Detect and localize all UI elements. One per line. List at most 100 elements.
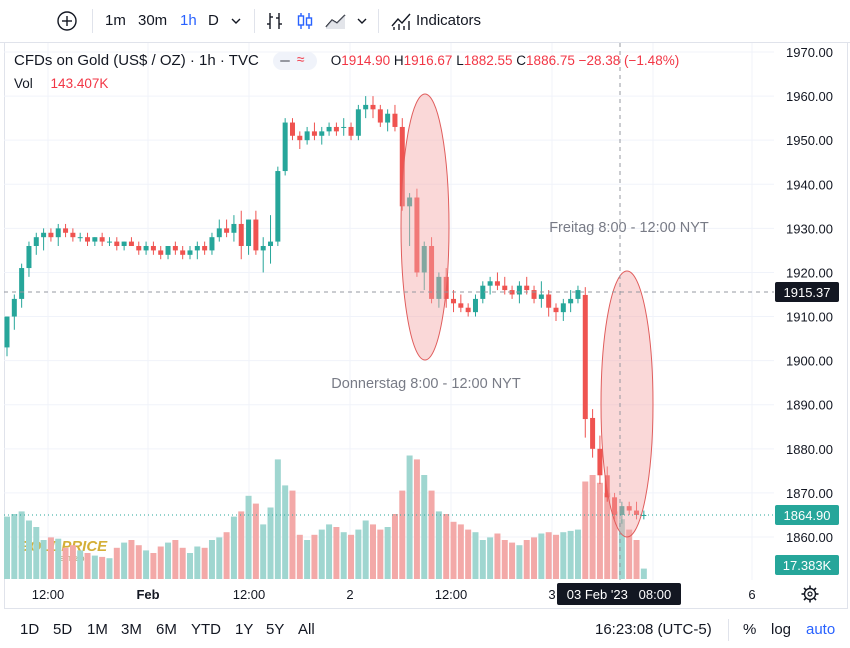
x-tick-label: 12:00 — [435, 587, 468, 602]
range-5d[interactable]: 5D — [53, 621, 73, 638]
range-all[interactable]: All — [298, 621, 315, 638]
volume-bar — [311, 534, 318, 579]
volume-bar — [252, 503, 259, 579]
interval-1h[interactable]: 1h — [180, 12, 197, 29]
volume-bar — [355, 529, 362, 579]
gear-icon[interactable] — [801, 585, 819, 603]
candle-body — [77, 237, 83, 239]
y-tick-label: 1890.00 — [786, 398, 833, 413]
volume-bar — [553, 534, 559, 579]
y-tick-label: 1960.00 — [786, 89, 833, 104]
candle-body — [604, 475, 610, 498]
volume-bar — [121, 542, 128, 579]
volume-bar — [633, 540, 640, 579]
x-tick-label: 12:00 — [32, 587, 65, 602]
chevron-down-icon[interactable] — [230, 15, 242, 27]
candle-body — [319, 131, 325, 136]
candle-body — [311, 131, 317, 136]
range-ytd[interactable]: YTD — [191, 621, 221, 638]
candle-body — [85, 237, 91, 242]
volume-bar — [128, 540, 135, 579]
candle-body — [55, 228, 61, 238]
interval-d[interactable]: D — [208, 12, 219, 29]
volume-bar — [362, 520, 369, 579]
range-1d[interactable]: 1D — [20, 621, 40, 638]
range-5y[interactable]: 5Y — [266, 621, 285, 638]
range-1y[interactable]: 1Y — [235, 621, 254, 638]
candle-body — [143, 246, 149, 251]
y-tick-label: 1870.00 — [786, 486, 833, 501]
y-tick-label: 1950.00 — [786, 133, 833, 148]
candle-body — [238, 223, 244, 246]
candle-body — [487, 281, 493, 286]
range-3m[interactable]: 3M — [121, 621, 142, 638]
volume-bar — [216, 537, 223, 579]
bar-style-icon[interactable] — [264, 10, 286, 32]
candle-body — [560, 303, 566, 313]
interval-30m[interactable]: 30m — [138, 12, 168, 29]
candle-style-icon[interactable] — [294, 10, 316, 32]
volume-bar — [538, 533, 545, 579]
chevron-down-icon[interactable] — [356, 15, 368, 27]
interval-1m[interactable]: 1m — [105, 12, 126, 29]
candle-body — [370, 104, 376, 110]
volume-bar — [194, 546, 201, 579]
range-1m[interactable]: 1M — [87, 621, 108, 638]
candle-body — [92, 237, 98, 242]
volume-bar — [574, 529, 581, 579]
candle-body — [136, 246, 142, 251]
indicators-icon[interactable] — [390, 10, 412, 32]
candle-body — [641, 514, 647, 516]
volume-bar — [523, 540, 530, 579]
candle-body — [150, 246, 156, 251]
candle-body — [41, 232, 47, 238]
candle-body — [355, 109, 361, 136]
volume-bar — [318, 529, 325, 579]
y-tick-label: 1860.00 — [786, 530, 833, 545]
last-price-label: 1864.90 — [784, 508, 831, 523]
volume-bar — [106, 558, 113, 579]
volume-bar — [626, 529, 633, 579]
auto-toggle[interactable]: auto — [806, 621, 836, 638]
volume-bar — [567, 530, 574, 579]
volume-bar — [465, 529, 472, 579]
candle-body — [209, 237, 215, 251]
candle-body — [121, 241, 127, 246]
volume-bar — [399, 490, 406, 579]
legend-toggle-pill[interactable]: ≈ — [272, 51, 317, 71]
candle-body — [187, 250, 193, 255]
log-toggle[interactable]: log — [771, 621, 792, 638]
volume-bar — [201, 547, 208, 579]
close-value: 1886.75 — [526, 53, 575, 68]
volume-bar — [531, 537, 538, 579]
candle-body — [546, 294, 552, 308]
clock-timezone[interactable]: 16:23:08 (UTC-5) — [595, 621, 712, 638]
candle-body — [634, 510, 640, 515]
last-price-tag — [775, 505, 839, 525]
top-toolbar: 1m 30m 1h D Indicators — [0, 0, 850, 43]
volume-bar — [472, 532, 479, 579]
volume-bar — [582, 481, 589, 579]
volume-bar — [208, 540, 215, 579]
volume-bar — [413, 459, 420, 579]
volume-bar — [596, 482, 603, 579]
add-symbol-icon[interactable] — [56, 10, 78, 32]
volume-bar — [113, 547, 120, 579]
overlays — [400, 93, 654, 538]
range-6m[interactable]: 6M — [156, 621, 177, 638]
area-style-icon[interactable] — [324, 10, 348, 32]
y-tick-label: 1910.00 — [786, 310, 833, 325]
percent-toggle[interactable]: % — [743, 621, 757, 638]
volume-bar — [640, 568, 647, 579]
symbol-title[interactable]: CFDs on Gold (US$ / OZ) · 1h · TVC — [14, 52, 259, 69]
indicators-button[interactable]: Indicators — [416, 12, 482, 29]
volume-bar — [333, 527, 340, 579]
volume-bar — [11, 514, 18, 579]
volume-bar — [421, 475, 428, 579]
candle-body — [172, 246, 178, 251]
volume-bar — [509, 542, 516, 579]
price-axis: 1970.00 1960.00 1950.00 1940.00 1930.00 1920.… — [786, 45, 833, 545]
candle-body — [399, 126, 405, 207]
volume-bar — [40, 540, 47, 579]
